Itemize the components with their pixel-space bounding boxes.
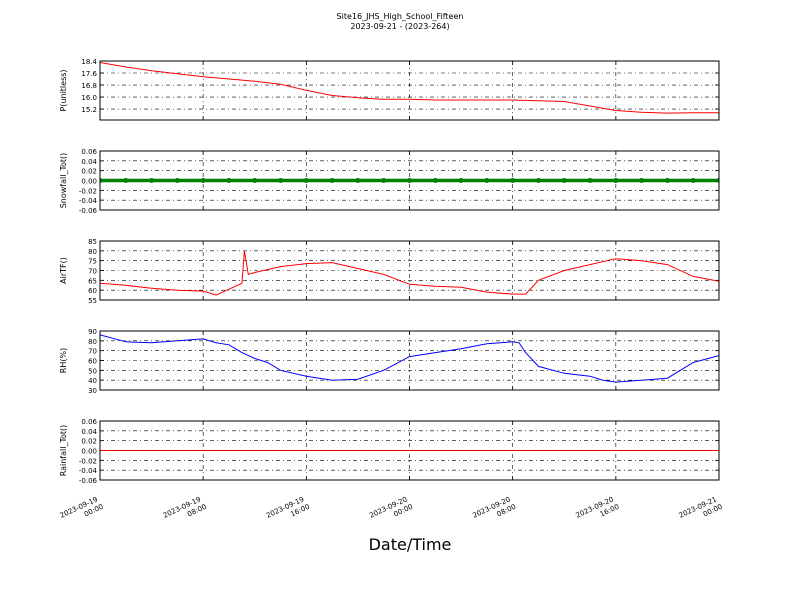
plot-area [100, 250, 719, 296]
point [149, 178, 155, 183]
line [100, 334, 719, 383]
point [613, 178, 619, 183]
y-tick-label: 0.04 [81, 428, 97, 436]
plot-area [100, 334, 719, 383]
plot-area [100, 62, 719, 114]
plot-frame [99, 150, 720, 211]
y-tick-label: -0.04 [79, 197, 98, 205]
point [200, 178, 206, 183]
point [587, 178, 593, 183]
plot-frame [99, 60, 720, 121]
y-tick-label: 40 [88, 377, 97, 385]
y-tick-label: 0.02 [81, 438, 97, 446]
point [407, 178, 412, 183]
y-tick-label: 90 [88, 328, 97, 336]
point [252, 178, 258, 183]
point [278, 178, 284, 183]
y-tick-label: 0.06 [81, 148, 97, 156]
y-tick-label: 15.2 [81, 106, 97, 114]
point [329, 178, 335, 183]
line [100, 62, 719, 114]
y-tick-label: 70 [88, 348, 97, 356]
line [100, 250, 719, 296]
x-tick-label: 2023-09-1908:00 [162, 495, 208, 528]
plot-frame [99, 330, 720, 391]
y-tick-label: 0.06 [81, 418, 97, 426]
point [690, 178, 696, 183]
point [123, 178, 129, 183]
y-tick-label: -0.02 [79, 457, 97, 465]
point [355, 178, 361, 183]
point [100, 178, 103, 183]
y-axis-label: AirTF() [59, 257, 68, 284]
point [510, 178, 516, 183]
y-tick-label: 80 [88, 248, 97, 256]
y-tick-label: 75 [88, 258, 97, 266]
y-axis-label: Snowfall_Tot() [59, 153, 68, 209]
y-tick-label: -0.06 [79, 477, 98, 485]
x-tick-label: 2023-09-1916:00 [265, 495, 311, 528]
point [639, 178, 645, 183]
point [458, 178, 464, 183]
y-tick-label: 80 [88, 338, 97, 346]
point [484, 178, 490, 183]
y-tick-label: 16.8 [81, 82, 97, 90]
point [664, 178, 670, 183]
y-tick-label: 65 [88, 277, 97, 285]
y-tick-label: 17.6 [81, 70, 97, 78]
x-tick-label: 2023-09-2008:00 [471, 495, 517, 528]
point [174, 178, 180, 183]
x-tick-label: 2023-09-2000:00 [368, 495, 414, 528]
y-axis-label: Rainfall_Tot() [59, 425, 68, 477]
y-axis-label: P(unitless) [59, 69, 68, 111]
plot-frame [99, 420, 720, 481]
y-tick-label: 0.04 [81, 158, 97, 166]
y-axis-label: RH(%) [59, 348, 68, 373]
y-tick-label: 50 [88, 367, 97, 375]
y-tick-label: 16.0 [81, 94, 97, 102]
x-tick-label: 2023-09-2100:00 [678, 495, 724, 528]
point [303, 178, 309, 183]
point [381, 178, 387, 183]
y-tick-label: 55 [88, 297, 97, 305]
y-tick-label: -0.04 [79, 467, 98, 475]
y-tick-label: 30 [88, 387, 97, 395]
y-tick-label: 0.00 [81, 448, 97, 456]
x-tick-label: 2023-09-2016:00 [575, 495, 621, 528]
x-axis-label: Date/Time [369, 535, 452, 554]
y-tick-label: 85 [88, 238, 97, 246]
y-tick-label: 60 [88, 287, 97, 295]
point [535, 178, 541, 183]
point [432, 178, 438, 183]
y-tick-label: 70 [88, 268, 97, 276]
chart-subtitle: 2023-09-21 - (2023-264) [350, 22, 449, 31]
y-tick-label: 0.02 [81, 168, 97, 176]
y-tick-label: -0.06 [79, 207, 98, 215]
point [561, 178, 567, 183]
point [716, 178, 719, 183]
y-tick-label: 18.4 [81, 58, 97, 66]
plot-area [100, 178, 719, 183]
point [226, 178, 232, 183]
chart-title: Site16_JHS_High_School_Fifteen [337, 12, 464, 21]
y-tick-label: 0.00 [81, 178, 97, 186]
y-tick-label: -0.02 [79, 187, 97, 195]
plot-frame [99, 240, 720, 301]
y-tick-label: 60 [88, 358, 97, 366]
x-tick-label: 2023-09-1900:00 [59, 495, 105, 528]
